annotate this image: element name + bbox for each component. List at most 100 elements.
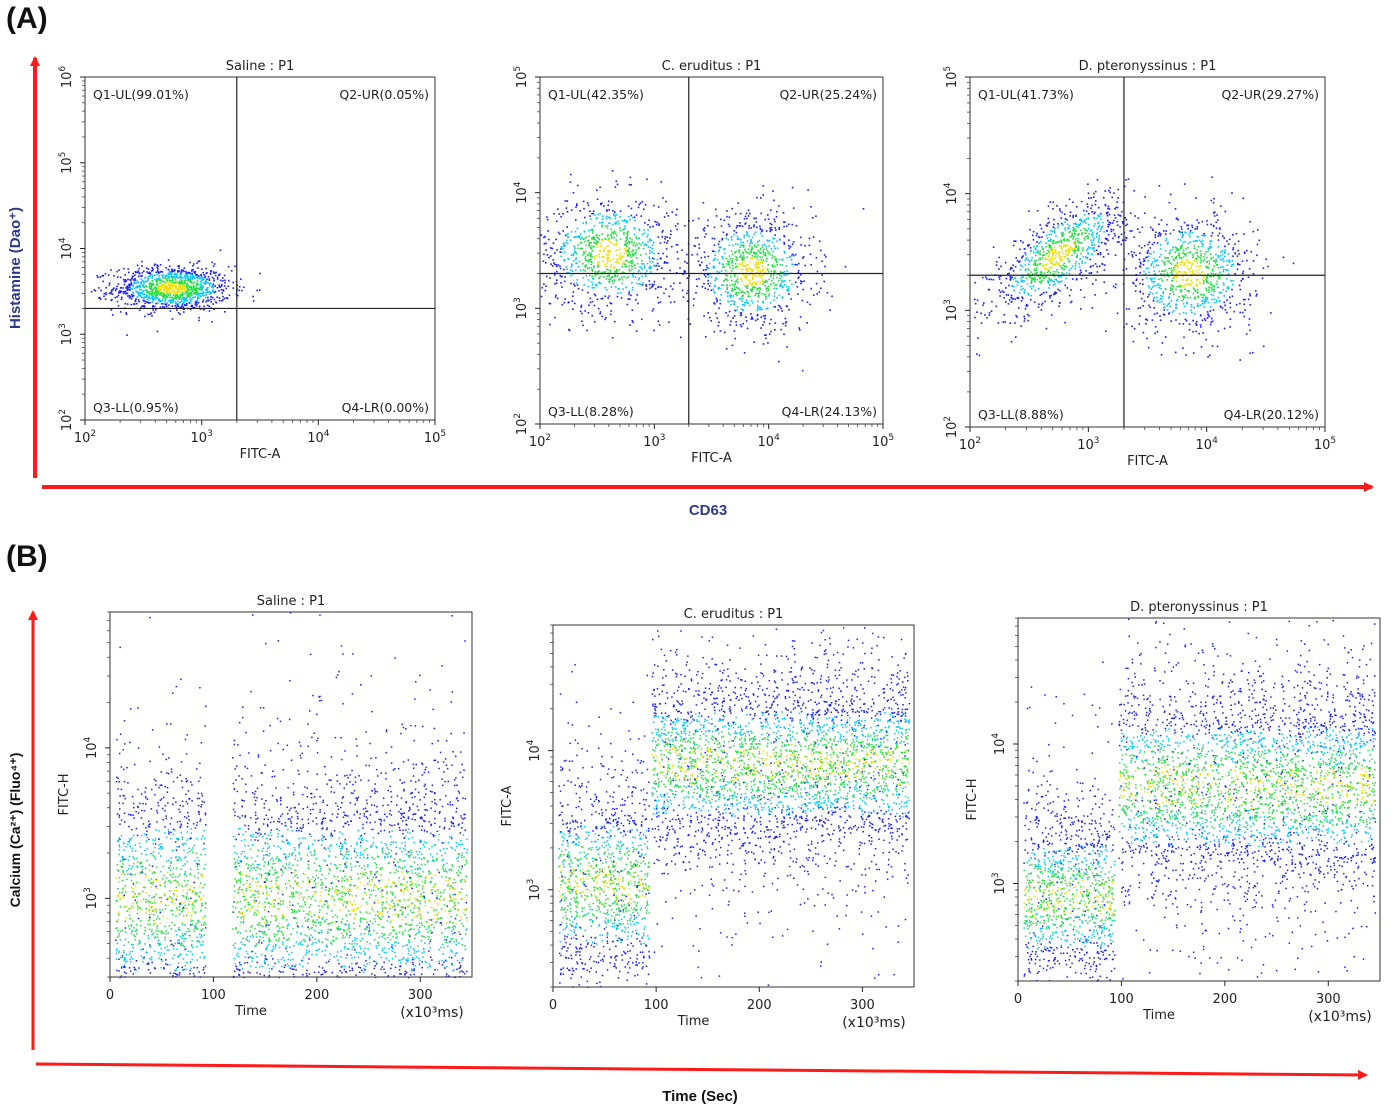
- data-point: [791, 283, 793, 286]
- data-point: [545, 249, 547, 251]
- data-point: [1053, 242, 1055, 245]
- data-point: [174, 304, 176, 307]
- data-point: [175, 286, 177, 289]
- data-point: [128, 283, 131, 286]
- data-point: [1201, 245, 1204, 248]
- data-point: [773, 218, 776, 221]
- data-point: [783, 235, 786, 238]
- data-point: [1014, 298, 1016, 300]
- data-point: [1024, 307, 1027, 310]
- data-point: [1089, 247, 1091, 249]
- data-point: [1077, 247, 1080, 250]
- data-point: [756, 288, 758, 291]
- data-point: [687, 289, 689, 292]
- data-point: [1040, 309, 1043, 311]
- data-point: [552, 259, 555, 261]
- data-point: [140, 292, 143, 294]
- data-point: [686, 262, 688, 264]
- data-point: [614, 215, 616, 217]
- data-point: [619, 252, 622, 255]
- data-point: [1189, 231, 1191, 234]
- data-point: [576, 262, 578, 265]
- data-point: [579, 238, 582, 240]
- data-point: [974, 316, 976, 319]
- data-point: [1050, 266, 1053, 269]
- x-tick-label: 105: [872, 433, 894, 450]
- data-point: [140, 288, 142, 291]
- data-point: [1231, 263, 1233, 266]
- data-point: [1213, 260, 1215, 262]
- data-point: [183, 279, 186, 282]
- data-point: [764, 293, 767, 296]
- data-point: [1096, 236, 1098, 238]
- data-point: [1199, 257, 1202, 259]
- data-point: [1036, 232, 1038, 235]
- data-point: [159, 271, 161, 273]
- data-point: [567, 242, 569, 245]
- data-point: [1203, 258, 1206, 261]
- data-point: [713, 244, 716, 246]
- data-point: [772, 282, 775, 284]
- data-point: [148, 295, 151, 298]
- data-point: [627, 249, 630, 251]
- data-point: [185, 289, 187, 291]
- data-point: [1228, 261, 1231, 263]
- data-point: [608, 278, 610, 281]
- data-point: [624, 240, 627, 243]
- data-point: [563, 301, 566, 304]
- data-point: [756, 196, 758, 199]
- data-point: [786, 225, 788, 227]
- data-point: [188, 295, 191, 297]
- data-point: [157, 302, 159, 304]
- data-point: [614, 320, 616, 323]
- data-point: [1057, 275, 1060, 278]
- data-point: [574, 230, 577, 233]
- data-point: [1060, 217, 1062, 219]
- data-point: [615, 275, 617, 278]
- data-point: [152, 298, 154, 301]
- data-point: [1035, 251, 1038, 254]
- data-point: [210, 292, 212, 294]
- data-point: [748, 279, 751, 282]
- data-point: [599, 311, 602, 313]
- data-point: [744, 301, 747, 304]
- data-point: [206, 289, 209, 291]
- data-point: [1239, 288, 1242, 291]
- data-point: [156, 330, 159, 333]
- x-axis-label: FITC-A: [240, 447, 281, 462]
- data-point: [213, 263, 216, 265]
- data-point: [601, 297, 604, 300]
- data-point: [1010, 294, 1013, 297]
- data-point: [169, 296, 172, 299]
- data-point: [197, 283, 200, 286]
- data-point: [1207, 267, 1210, 269]
- data-point: [607, 252, 610, 255]
- data-point: [216, 276, 219, 279]
- data-point: [756, 318, 759, 321]
- data-point: [753, 217, 755, 220]
- data-point: [1249, 294, 1251, 297]
- data-point: [631, 289, 634, 291]
- data-point: [1219, 258, 1222, 261]
- data-point: [138, 275, 140, 278]
- data-point: [187, 287, 189, 290]
- y-tick-label: 104: [513, 181, 530, 204]
- data-point: [748, 279, 750, 282]
- data-point: [185, 291, 187, 294]
- data-point: [155, 297, 158, 300]
- data-point: [604, 271, 606, 273]
- data-point: [1138, 323, 1140, 325]
- data-point: [638, 237, 640, 240]
- data-point: [195, 305, 198, 307]
- data-point: [693, 244, 695, 247]
- data-point: [588, 267, 590, 269]
- data-point: [1097, 214, 1100, 216]
- data-point: [1193, 288, 1196, 291]
- data-point: [142, 285, 145, 288]
- data-point: [183, 301, 186, 304]
- data-point: [1073, 247, 1076, 250]
- data-point: [1194, 290, 1197, 292]
- data-point: [624, 247, 627, 250]
- data-point: [631, 273, 634, 276]
